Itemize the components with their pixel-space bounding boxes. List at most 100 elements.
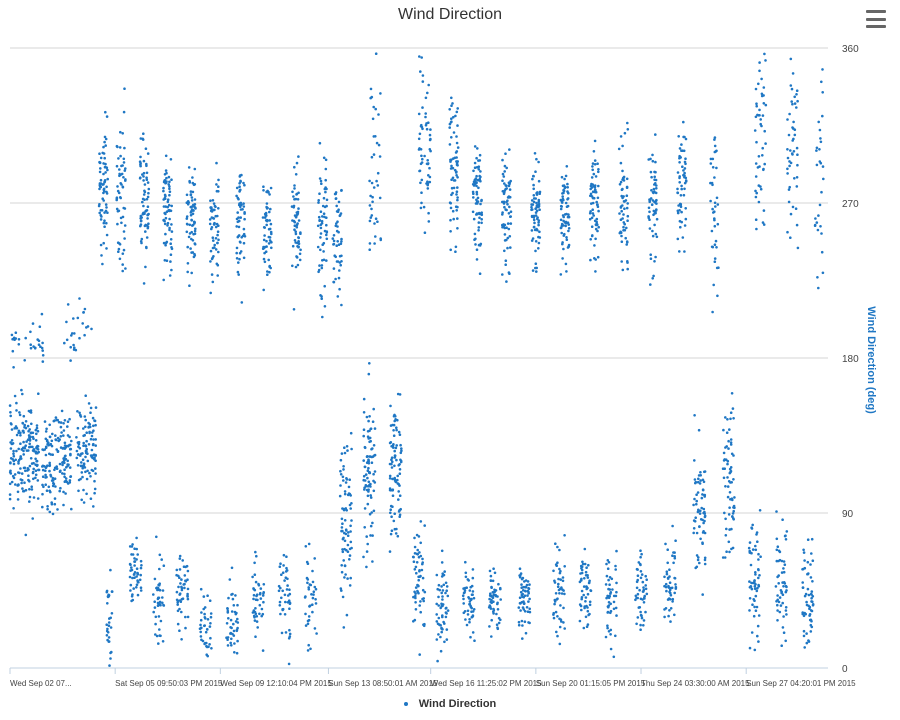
data-point[interactable]	[810, 590, 814, 593]
data-point[interactable]	[166, 224, 169, 227]
data-point[interactable]	[236, 196, 240, 200]
data-point[interactable]	[118, 257, 122, 261]
data-point[interactable]	[32, 345, 35, 348]
data-point[interactable]	[190, 218, 193, 222]
data-point[interactable]	[142, 171, 146, 175]
data-point[interactable]	[48, 464, 51, 468]
data-point[interactable]	[284, 600, 287, 604]
data-point[interactable]	[161, 596, 164, 599]
data-point[interactable]	[204, 630, 208, 634]
data-point[interactable]	[163, 196, 167, 200]
data-point[interactable]	[806, 560, 810, 564]
data-point[interactable]	[810, 537, 814, 541]
data-point[interactable]	[499, 586, 502, 590]
data-point[interactable]	[279, 612, 282, 616]
data-point[interactable]	[668, 581, 672, 584]
data-point[interactable]	[805, 641, 809, 645]
data-point[interactable]	[713, 243, 717, 246]
data-point[interactable]	[317, 215, 321, 219]
data-point[interactable]	[639, 570, 643, 573]
data-point[interactable]	[280, 573, 283, 576]
data-point[interactable]	[136, 571, 139, 575]
data-point[interactable]	[77, 478, 81, 482]
data-point[interactable]	[618, 212, 621, 215]
data-point[interactable]	[392, 519, 396, 523]
data-point[interactable]	[37, 343, 41, 347]
data-point[interactable]	[169, 260, 172, 263]
data-point[interactable]	[285, 566, 288, 570]
data-point[interactable]	[526, 580, 530, 583]
data-point[interactable]	[412, 555, 415, 559]
data-point[interactable]	[732, 417, 735, 420]
data-point[interactable]	[363, 526, 367, 529]
data-point[interactable]	[106, 602, 109, 605]
data-point[interactable]	[115, 207, 119, 211]
data-point[interactable]	[345, 445, 349, 448]
data-point[interactable]	[609, 628, 613, 632]
data-point[interactable]	[711, 157, 715, 161]
data-point[interactable]	[787, 133, 791, 137]
data-point[interactable]	[753, 599, 756, 602]
data-point[interactable]	[427, 211, 430, 215]
data-point[interactable]	[368, 440, 371, 444]
data-point[interactable]	[709, 162, 713, 165]
data-point[interactable]	[297, 207, 300, 210]
data-point[interactable]	[589, 184, 593, 188]
data-point[interactable]	[776, 594, 779, 597]
data-point[interactable]	[621, 178, 624, 181]
data-point[interactable]	[226, 636, 230, 639]
data-point[interactable]	[14, 483, 17, 486]
data-point[interactable]	[423, 231, 427, 234]
data-point[interactable]	[9, 447, 13, 450]
data-point[interactable]	[388, 477, 392, 480]
data-point[interactable]	[440, 585, 443, 588]
data-point[interactable]	[232, 629, 236, 633]
data-point[interactable]	[145, 176, 148, 179]
data-point[interactable]	[556, 561, 559, 564]
data-point[interactable]	[715, 166, 718, 170]
data-point[interactable]	[332, 234, 336, 237]
data-point[interactable]	[145, 236, 149, 239]
data-point[interactable]	[30, 462, 34, 465]
data-point[interactable]	[780, 571, 784, 574]
data-point[interactable]	[344, 528, 348, 531]
data-point[interactable]	[810, 625, 814, 629]
data-point[interactable]	[178, 599, 182, 602]
data-point[interactable]	[368, 204, 372, 207]
data-point[interactable]	[166, 205, 169, 209]
data-point[interactable]	[254, 580, 258, 584]
data-point[interactable]	[297, 155, 300, 158]
data-point[interactable]	[477, 221, 481, 224]
data-point[interactable]	[374, 107, 378, 111]
data-point[interactable]	[754, 583, 757, 586]
data-point[interactable]	[287, 599, 291, 602]
data-point[interactable]	[50, 501, 53, 504]
data-point[interactable]	[606, 605, 610, 608]
data-point[interactable]	[227, 617, 230, 620]
data-point[interactable]	[701, 593, 704, 596]
data-point[interactable]	[258, 592, 262, 596]
data-point[interactable]	[349, 524, 352, 528]
data-point[interactable]	[371, 534, 374, 537]
data-point[interactable]	[505, 208, 508, 212]
data-point[interactable]	[312, 593, 315, 596]
data-point[interactable]	[193, 254, 197, 257]
data-point[interactable]	[25, 440, 28, 443]
data-point[interactable]	[343, 539, 347, 543]
data-point[interactable]	[290, 205, 294, 208]
data-point[interactable]	[391, 505, 394, 509]
data-point[interactable]	[176, 609, 180, 613]
data-point[interactable]	[319, 226, 323, 230]
data-point[interactable]	[336, 295, 340, 298]
data-point[interactable]	[29, 346, 33, 350]
data-point[interactable]	[284, 631, 288, 634]
data-point[interactable]	[331, 237, 335, 240]
data-point[interactable]	[420, 56, 424, 59]
data-point[interactable]	[626, 214, 630, 218]
data-point[interactable]	[455, 135, 458, 138]
data-point[interactable]	[477, 168, 481, 171]
data-point[interactable]	[208, 643, 211, 646]
data-point[interactable]	[508, 188, 512, 191]
data-point[interactable]	[343, 519, 347, 522]
data-point[interactable]	[76, 464, 80, 467]
